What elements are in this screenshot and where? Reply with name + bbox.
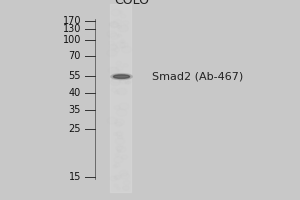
Circle shape <box>123 186 129 190</box>
Circle shape <box>108 67 119 74</box>
Text: COLO: COLO <box>115 0 149 7</box>
Circle shape <box>114 175 121 180</box>
Text: 25: 25 <box>68 124 81 134</box>
Circle shape <box>110 45 117 50</box>
Text: 130: 130 <box>63 24 81 34</box>
Text: 170: 170 <box>62 16 81 26</box>
Text: 70: 70 <box>69 51 81 61</box>
Text: 40: 40 <box>69 88 81 98</box>
Text: 35: 35 <box>69 105 81 115</box>
Circle shape <box>118 34 122 37</box>
Circle shape <box>125 81 130 84</box>
Circle shape <box>120 78 129 84</box>
Ellipse shape <box>111 74 132 80</box>
Text: 100: 100 <box>63 35 81 45</box>
Circle shape <box>118 25 128 32</box>
Circle shape <box>117 88 127 95</box>
Text: 15: 15 <box>69 172 81 182</box>
Circle shape <box>110 79 120 86</box>
Text: 55: 55 <box>68 71 81 81</box>
Bar <box>110 4 130 192</box>
Text: Smad2 (Ab-467): Smad2 (Ab-467) <box>152 72 243 82</box>
Circle shape <box>118 150 121 152</box>
Ellipse shape <box>113 75 130 78</box>
